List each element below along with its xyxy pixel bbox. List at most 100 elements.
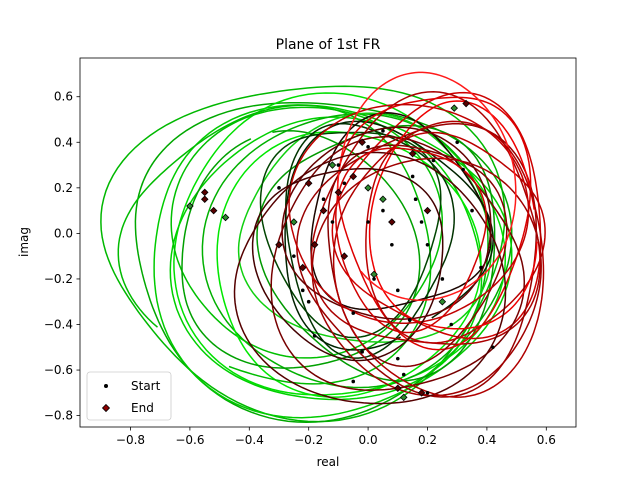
start-marker-20 bbox=[401, 372, 406, 377]
series-line-3 bbox=[173, 92, 507, 396]
start-marker-18 bbox=[277, 186, 281, 190]
series-line-30 bbox=[251, 167, 444, 362]
series-line-11 bbox=[256, 124, 496, 382]
x-tick-label-2: −0.4 bbox=[235, 433, 264, 447]
y-tick-label-7: 0.6 bbox=[54, 90, 73, 104]
start-marker-9 bbox=[470, 208, 474, 213]
start-marker-7 bbox=[306, 299, 311, 304]
start-marker-15 bbox=[351, 311, 356, 315]
end-marker-8 bbox=[319, 206, 328, 215]
y-tick-label-4: 0.0 bbox=[54, 226, 73, 240]
series-line-8 bbox=[181, 130, 421, 369]
end-marker-5 bbox=[462, 99, 470, 108]
series-line-12 bbox=[259, 131, 442, 339]
start-marker-10 bbox=[321, 197, 326, 202]
end-marker-21 bbox=[328, 161, 337, 169]
series-line-31 bbox=[335, 147, 487, 334]
series-line-20 bbox=[327, 144, 508, 368]
start-marker-22 bbox=[431, 158, 436, 163]
end-marker-3 bbox=[221, 213, 230, 222]
end-marker-25 bbox=[358, 138, 366, 147]
start-marker-1 bbox=[351, 379, 356, 384]
end-marker-24 bbox=[370, 270, 378, 279]
end-marker-26 bbox=[423, 206, 432, 215]
start-marker-13 bbox=[395, 288, 400, 293]
x-tick-label-5: 0.2 bbox=[418, 433, 437, 447]
start-marker-31 bbox=[366, 145, 370, 149]
start-marker-26 bbox=[413, 197, 418, 202]
end-marker-11 bbox=[349, 172, 358, 181]
end-marker-23 bbox=[275, 241, 283, 249]
series-line-4 bbox=[169, 116, 483, 401]
legend-marker-start bbox=[104, 384, 108, 388]
series-line-28 bbox=[233, 151, 507, 405]
end-marker-15 bbox=[399, 393, 408, 402]
start-marker-25 bbox=[372, 277, 376, 281]
series-line-6 bbox=[170, 106, 443, 359]
start-marker-14 bbox=[292, 254, 296, 258]
chart-title: Plane of 1st FR bbox=[276, 37, 381, 53]
start-marker-8 bbox=[455, 140, 459, 145]
end-marker-22 bbox=[388, 218, 396, 226]
series-line-2 bbox=[153, 104, 513, 419]
start-marker-0 bbox=[491, 345, 495, 350]
x-tick-label-1: −0.6 bbox=[175, 433, 204, 447]
start-marker-29 bbox=[461, 167, 465, 172]
x-tick-label-3: −0.2 bbox=[294, 433, 323, 447]
start-marker-3 bbox=[425, 391, 430, 395]
end-marker-19 bbox=[340, 252, 349, 260]
start-marker-11 bbox=[440, 277, 445, 281]
start-marker-28 bbox=[390, 242, 394, 247]
end-marker-0 bbox=[186, 202, 194, 210]
end-marker-13 bbox=[310, 241, 319, 249]
end-marker-9 bbox=[290, 218, 298, 226]
series-line-26 bbox=[288, 103, 530, 324]
start-marker-5 bbox=[381, 208, 385, 213]
start-marker-33 bbox=[360, 350, 364, 354]
y-tick-label-6: 0.4 bbox=[54, 135, 73, 149]
y-tick-label-5: 0.2 bbox=[54, 181, 73, 195]
legend-marker-end bbox=[101, 403, 111, 413]
end-marker-14 bbox=[298, 263, 307, 272]
y-tick-label-1: −0.6 bbox=[44, 363, 73, 377]
start-marker-23 bbox=[449, 322, 454, 327]
y-axis-title: imag bbox=[17, 227, 31, 257]
series-line-7 bbox=[216, 131, 482, 398]
end-marker-10 bbox=[334, 188, 343, 197]
legend-label-end: End bbox=[131, 401, 154, 415]
end-marker-1 bbox=[200, 195, 209, 203]
start-marker-12 bbox=[366, 220, 370, 224]
start-marker-19 bbox=[381, 129, 385, 133]
end-marker-6 bbox=[450, 104, 458, 112]
y-tick-label-3: −0.2 bbox=[44, 272, 73, 286]
start-marker-4 bbox=[336, 163, 341, 167]
end-marker-2 bbox=[209, 206, 218, 215]
legend: Start End bbox=[86, 371, 172, 421]
series-line-19 bbox=[337, 96, 532, 351]
end-marker-12 bbox=[364, 184, 372, 192]
start-marker-27 bbox=[330, 220, 335, 224]
series-line-14 bbox=[284, 120, 494, 351]
end-marker-27 bbox=[438, 297, 447, 306]
start-marker-32 bbox=[425, 242, 430, 247]
end-marker-4 bbox=[200, 188, 209, 197]
x-tick-label-4: 0.0 bbox=[359, 433, 378, 447]
start-marker-2 bbox=[395, 356, 400, 361]
end-marker-16 bbox=[417, 389, 426, 397]
series-lines bbox=[100, 71, 546, 424]
y-tick-label-0: −0.8 bbox=[44, 409, 73, 423]
end-marker-17 bbox=[394, 384, 402, 393]
start-marker-30 bbox=[300, 288, 305, 293]
x-tick-label-0: −0.8 bbox=[116, 433, 145, 447]
start-marker-21 bbox=[342, 181, 347, 186]
series-line-27 bbox=[336, 71, 517, 301]
start-marker-24 bbox=[312, 334, 317, 338]
legend-label-start: Start bbox=[131, 379, 161, 393]
axes: −0.8 −0.6 −0.4 −0.2 0.0 0.2 0.4 0.6 −0.8 −0.6 −0.4… bbox=[44, 57, 577, 447]
end-marker-7 bbox=[304, 179, 313, 188]
start-marker-6 bbox=[410, 174, 415, 179]
end-marker-18 bbox=[379, 195, 387, 203]
series-line-25 bbox=[311, 157, 542, 397]
